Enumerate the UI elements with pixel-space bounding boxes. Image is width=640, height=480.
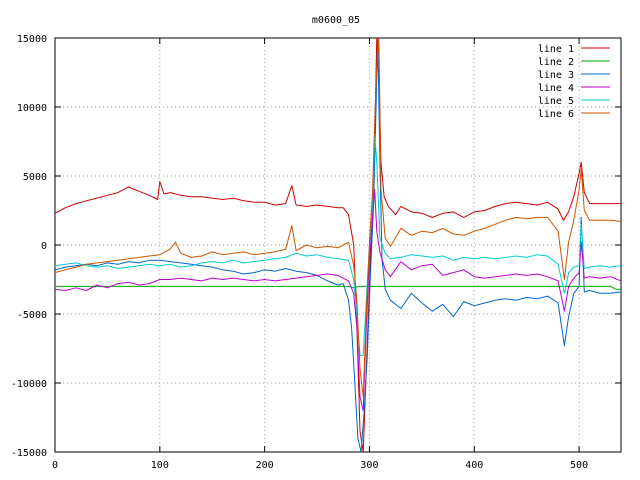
series-line-3 [55, 38, 621, 452]
series-group [55, 38, 621, 452]
y-tick-label: 0 [41, 241, 47, 252]
axis-ticks: 0 100 200 300 400 500 -15000 -10000 -5000 0 5000 10… [11, 34, 621, 471]
series-line-1 [55, 38, 621, 452]
x-tick-label: 400 [465, 460, 483, 471]
y-tick-label: 10000 [17, 103, 47, 114]
y-tick-label: 5000 [23, 172, 47, 183]
legend-label: line 3 [538, 70, 574, 81]
grid [55, 38, 621, 452]
x-tick-label: 200 [256, 460, 274, 471]
legend-label: line 1 [538, 44, 574, 55]
series-line-5 [55, 134, 621, 356]
legend: line 1 line 2 line 3 line 4 line 5 line 6 [538, 44, 610, 120]
y-tick-label: -15000 [11, 448, 47, 459]
y-tick-label: -5000 [17, 310, 47, 321]
x-tick-label: 100 [151, 460, 169, 471]
series-line-6 [55, 38, 621, 398]
chart-title: m0600_05 [312, 15, 360, 26]
series-line-4 [55, 189, 621, 412]
series-line-2 [55, 285, 621, 290]
x-tick-label: 500 [570, 460, 588, 471]
legend-label: line 5 [538, 96, 574, 107]
legend-label: line 4 [538, 83, 574, 94]
x-tick-label: 300 [360, 460, 378, 471]
y-tick-label: -10000 [11, 379, 47, 390]
y-tick-label: 15000 [17, 34, 47, 45]
x-tick-label: 0 [52, 460, 58, 471]
legend-label: line 2 [538, 57, 574, 68]
legend-label: line 6 [538, 109, 574, 120]
